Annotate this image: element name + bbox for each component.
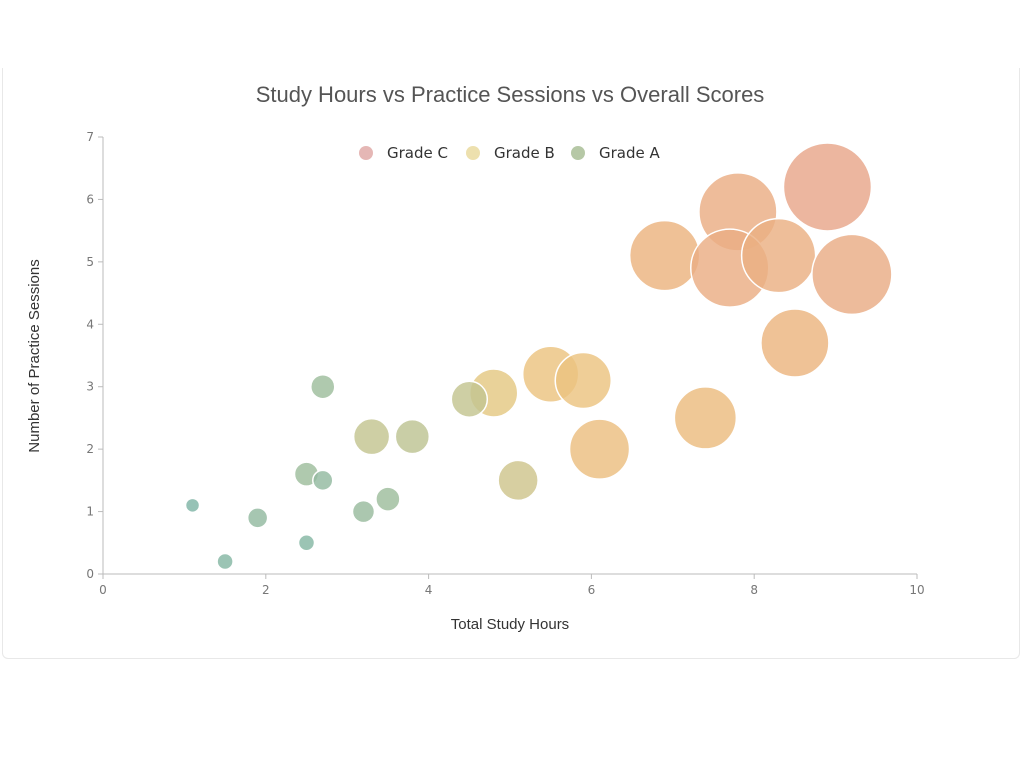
y-axis-label: Number of Practice Sessions [26, 259, 43, 452]
data-bubble [352, 417, 391, 456]
x-tick-label: 8 [750, 583, 758, 597]
data-bubble [184, 497, 201, 514]
x-tick-label: 10 [909, 583, 924, 597]
legend-marker [359, 146, 373, 160]
x-axis-label: Total Study Hours [451, 616, 569, 633]
y-tick-label: 0 [86, 567, 94, 581]
data-bubble [450, 380, 489, 418]
data-bubble [811, 233, 893, 316]
legend-label: Grade C [387, 144, 448, 162]
data-bubble [216, 552, 234, 571]
data-bubble [497, 459, 539, 502]
x-tick-label: 6 [588, 583, 596, 597]
data-bubble [568, 418, 631, 480]
x-tick-label: 2 [262, 583, 270, 597]
y-tick-label: 2 [86, 442, 94, 456]
y-tick-label: 7 [86, 130, 94, 144]
legend-label: Grade A [599, 144, 661, 162]
data-bubble [310, 373, 336, 400]
data-bubble [554, 351, 613, 410]
data-bubble [782, 142, 873, 232]
legend-marker [571, 146, 585, 160]
data-bubble [297, 534, 316, 552]
data-bubble [760, 308, 830, 378]
data-bubble [628, 219, 701, 292]
x-tick-label: 4 [425, 583, 433, 597]
y-tick-label: 5 [86, 255, 94, 269]
chart-title: Study Hours vs Practice Sessions vs Over… [256, 82, 765, 107]
legend-marker [466, 146, 480, 160]
data-bubble [312, 469, 334, 492]
legend-label: Grade B [494, 144, 555, 162]
y-tick-label: 4 [86, 317, 94, 331]
y-tick-label: 1 [86, 505, 94, 519]
data-bubble [673, 386, 738, 450]
y-tick-label: 3 [86, 380, 94, 394]
x-tick-label: 0 [99, 583, 107, 597]
data-bubble [740, 217, 817, 294]
y-tick-label: 6 [86, 192, 94, 206]
data-bubble [394, 418, 431, 455]
data-bubble [246, 507, 269, 529]
data-bubble [351, 499, 376, 524]
data-bubble [375, 486, 401, 512]
